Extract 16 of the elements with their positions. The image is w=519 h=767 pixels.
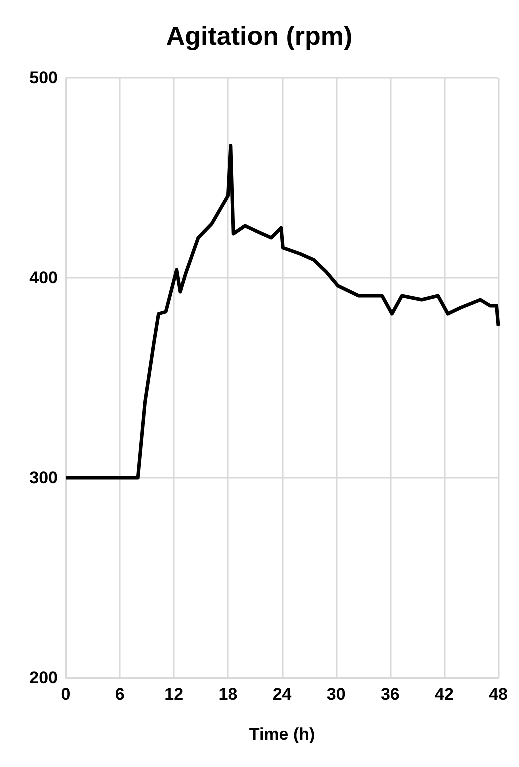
x-axis-title: Time (h) (249, 725, 316, 744)
x-tick-label: 18 (218, 685, 238, 704)
y-tick-label: 400 (30, 268, 58, 288)
y-tick-label: 300 (30, 468, 58, 488)
x-tick-label: 0 (61, 685, 71, 704)
x-tick-label: 48 (489, 685, 508, 704)
x-tick-label: 42 (435, 685, 454, 704)
x-tick-label: 30 (326, 685, 346, 704)
x-tick-label: 36 (380, 685, 400, 704)
x-tick-label: 24 (272, 685, 292, 704)
y-tick-label: 500 (30, 68, 58, 88)
x-tick-label: 6 (115, 685, 125, 704)
line-series (64, 144, 500, 480)
chart-title: Agitation (rpm) (166, 21, 353, 51)
y-tick-label: 200 (30, 668, 58, 688)
x-tick-label: 12 (164, 685, 184, 704)
